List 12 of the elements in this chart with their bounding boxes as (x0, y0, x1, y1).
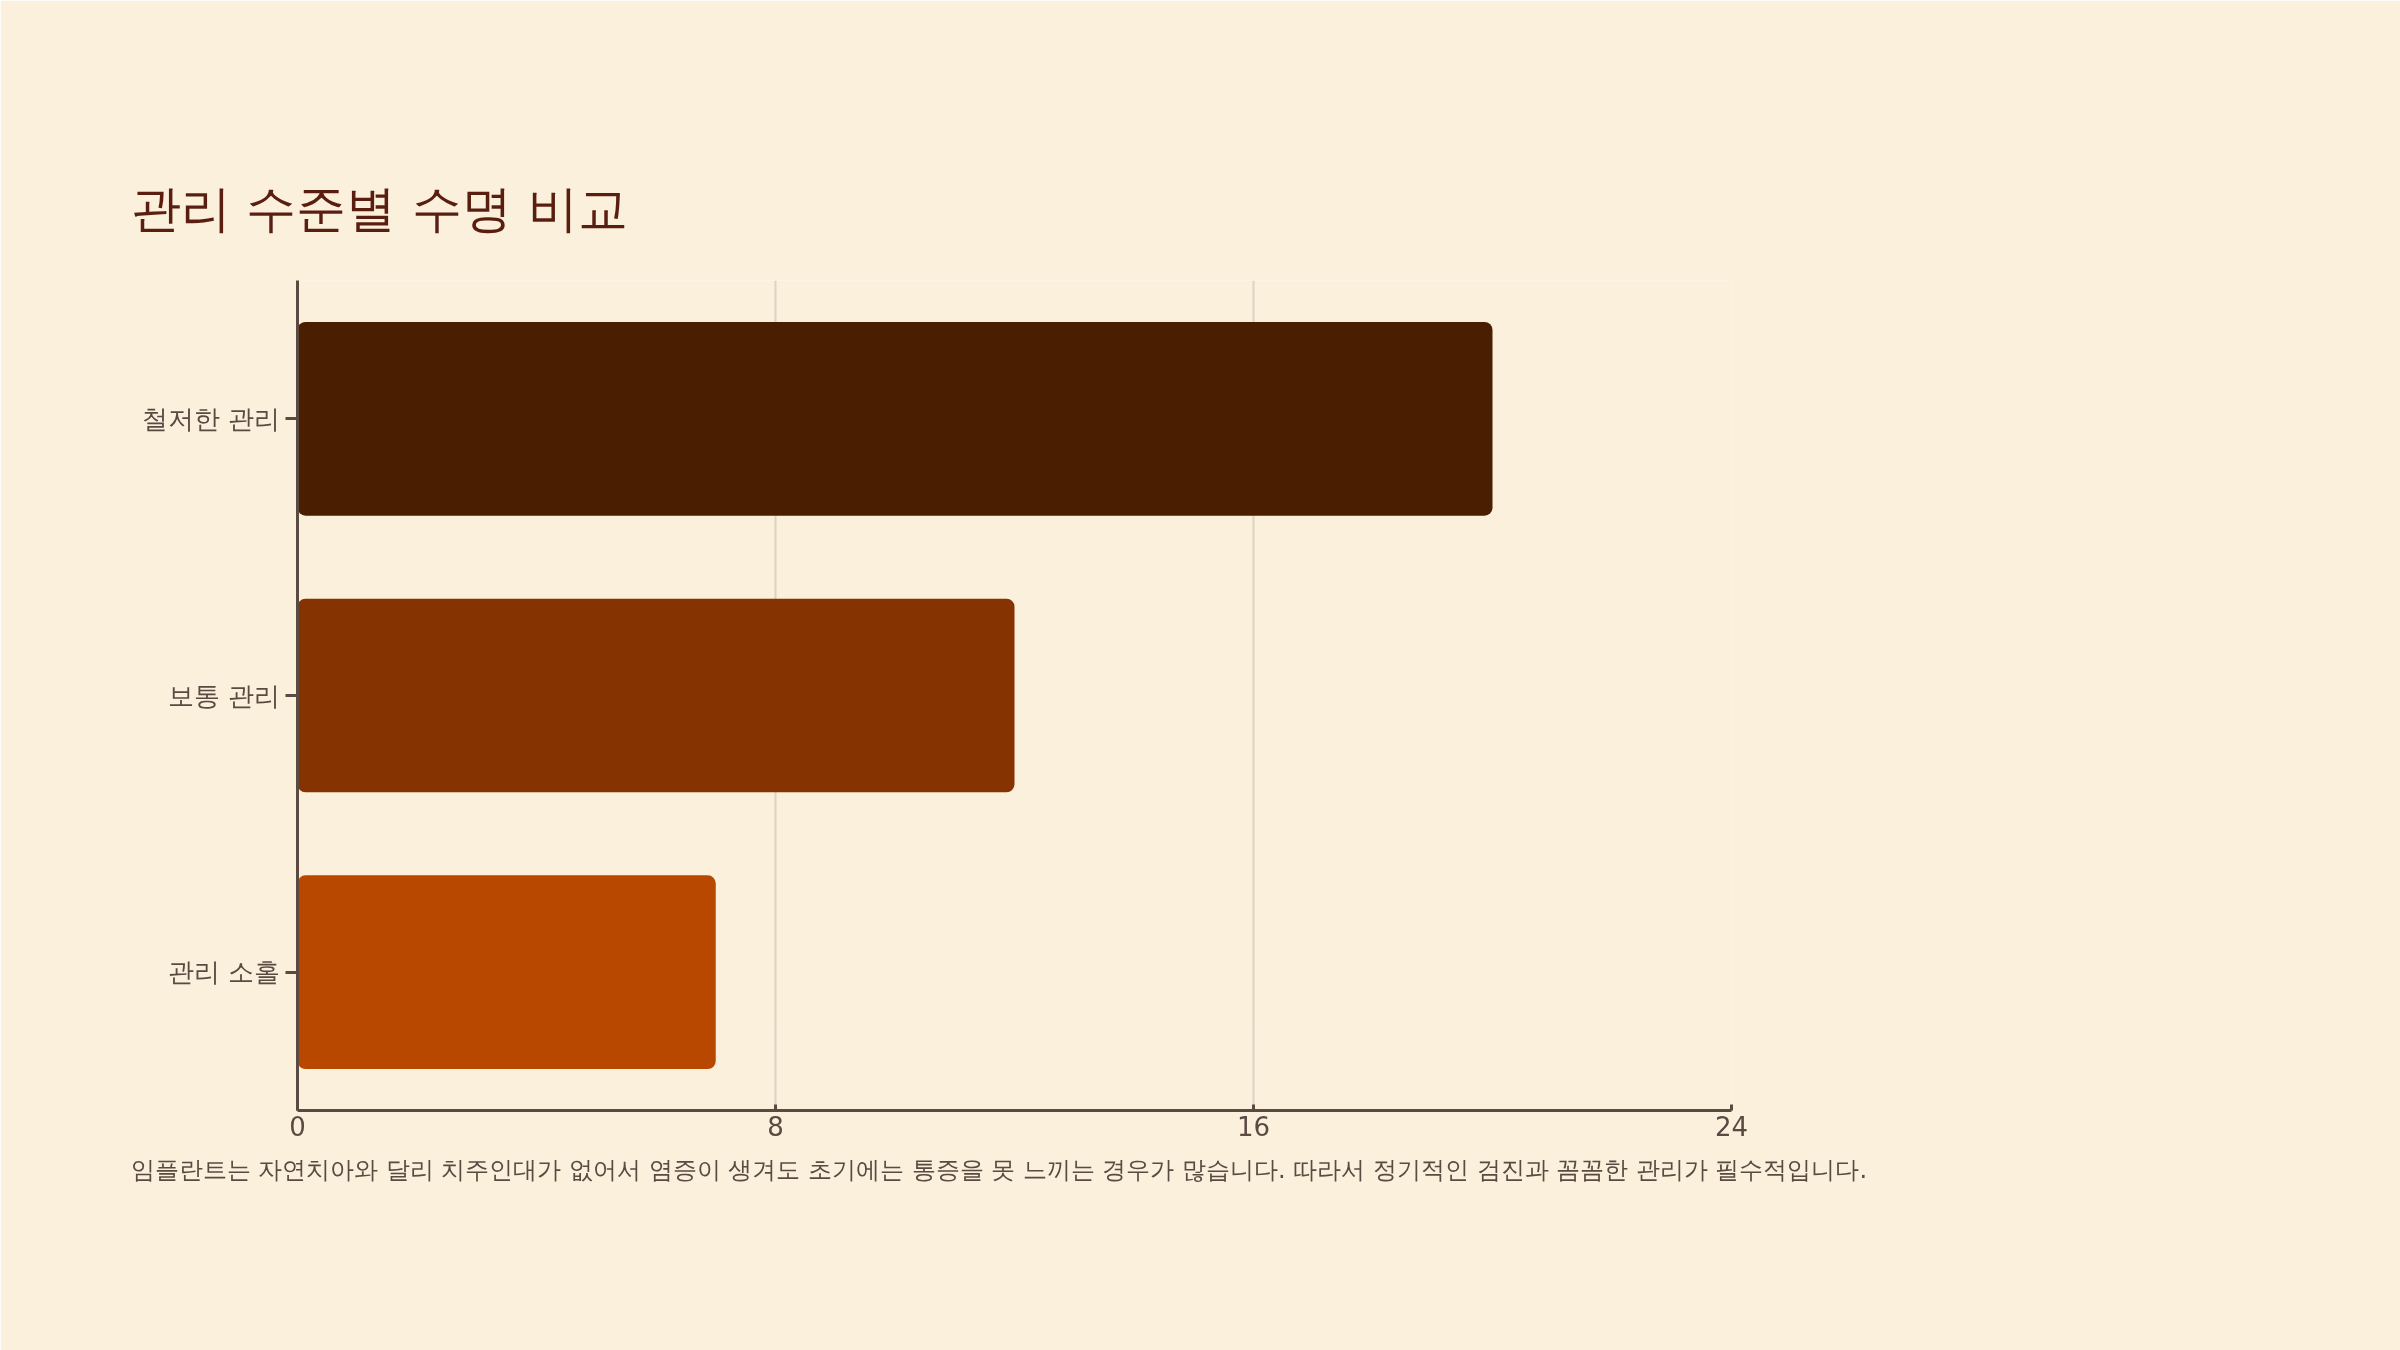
y-tick-label: 보통 관리 (168, 680, 281, 711)
bar (297, 875, 716, 1069)
chart-title: 관리 수준별 수명 비교 (130, 180, 629, 238)
x-tick-label: 16 (1236, 1111, 1271, 1142)
x-tick-label: 8 (767, 1111, 784, 1142)
bar (297, 322, 1493, 516)
x-tick-label: 24 (1714, 1111, 1749, 1142)
bar (297, 598, 1015, 793)
text: 임플란트는 자연치아와 달리 치주인대가 없어서 염증이 생겨도 초기에는 통증을 못 느끼는 경우가 많습니다. 따라서 정기적인 검진과 꼼꼼한 관리가 필수적입니다. (130, 1155, 1868, 1184)
x-tick-label: 0 (289, 1111, 306, 1142)
y-tick-label: 관리 소홀 (168, 957, 281, 988)
y-tick-label: 철저한 관리 (142, 403, 281, 434)
